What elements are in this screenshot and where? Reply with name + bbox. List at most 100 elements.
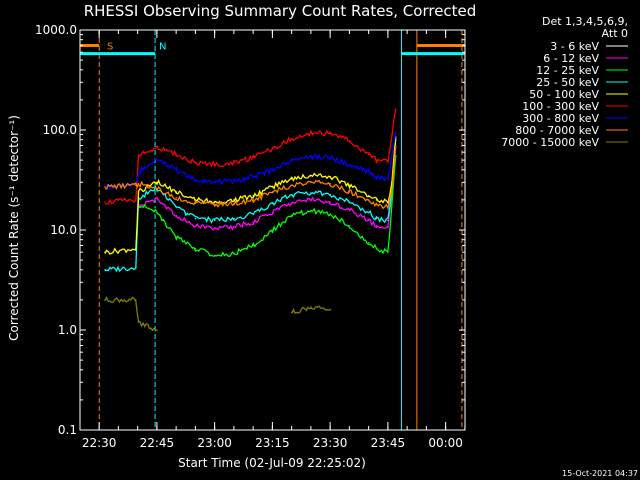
data-point: [213, 227, 216, 229]
data-point: [175, 227, 178, 229]
y-tick-label: 1.0: [58, 323, 77, 337]
data-point: [213, 255, 216, 257]
data-point: [367, 211, 370, 214]
data-point: [271, 202, 274, 205]
legend-label-25-50-kev: 25 - 50 keV: [536, 76, 599, 89]
data-point: [367, 153, 370, 156]
data-point: [156, 159, 158, 161]
data-point: [290, 311, 293, 314]
data-point: [233, 202, 235, 205]
series-800-7000-kev: [104, 144, 397, 211]
data-point: [375, 159, 378, 161]
data-point: [252, 233, 255, 236]
data-point: [135, 266, 137, 269]
data-point: [290, 178, 293, 180]
data-point: [233, 180, 235, 182]
series-line: [104, 132, 397, 190]
legend-label-3-6-kev: 3 - 6 keV: [550, 40, 599, 53]
data-point: [387, 178, 389, 181]
data-point: [290, 202, 293, 205]
data-point: [137, 182, 140, 185]
data-point: [310, 210, 312, 212]
legend-label-100-300-kev: 100 - 300 keV: [522, 100, 599, 113]
data-point: [348, 225, 351, 227]
data-point: [156, 145, 158, 148]
x-tick-label: 23:15: [255, 436, 290, 450]
data-point: [367, 241, 370, 244]
data-point: [367, 219, 370, 222]
data-point: [387, 206, 389, 208]
data-point: [252, 213, 255, 215]
data-point: [375, 247, 378, 250]
x-tick-label: 23:30: [313, 436, 348, 450]
data-point: [394, 108, 397, 111]
series-line: [104, 109, 397, 205]
series-line: [137, 145, 397, 231]
data-point: [391, 155, 393, 157]
data-point: [329, 156, 332, 159]
data-point: [310, 199, 312, 201]
data-point: [391, 133, 393, 136]
data-point: [233, 225, 235, 228]
y-tick-label: 100.0: [43, 123, 77, 137]
legend-label-50-100-kev: 50 - 100 keV: [529, 88, 599, 101]
data-point: [271, 229, 274, 231]
y-tick-label: 10.0: [50, 223, 77, 237]
series-line: [104, 145, 397, 211]
data-point: [175, 214, 178, 217]
data-point: [375, 176, 378, 178]
data-point: [391, 189, 393, 192]
data-point: [329, 193, 332, 196]
series-line: [104, 137, 397, 255]
data-point: [194, 238, 197, 241]
data-point: [310, 174, 312, 177]
data-point: [252, 199, 255, 201]
flag-label-s: S: [107, 41, 113, 52]
legend-header-line: Det 1,3,4,5,6,9,: [542, 15, 628, 28]
series-12-25-kev: [137, 155, 397, 258]
x-tick-label: 22:45: [140, 436, 175, 450]
data-point: [290, 137, 293, 140]
data-point: [329, 176, 332, 178]
data-point: [135, 184, 137, 187]
data-point: [375, 199, 378, 201]
data-point: [194, 161, 197, 164]
data-point: [375, 225, 378, 227]
data-point: [271, 223, 274, 225]
data-point: [387, 161, 389, 163]
data-point: [213, 163, 216, 166]
data-point: [156, 196, 158, 199]
data-point: [271, 211, 274, 214]
data-point: [348, 191, 351, 193]
data-point: [310, 306, 312, 308]
data-point: [137, 321, 140, 323]
legend-label-6-12-kev: 6 - 12 keV: [543, 52, 599, 65]
data-point: [135, 247, 137, 250]
x-axis-label: Start Time (02-Jul-09 22:25:02): [178, 456, 366, 470]
y-axis: 0.1 1.0 10.0 100.0 1000.0: [35, 23, 465, 437]
data-point: [252, 244, 255, 247]
data-point: [387, 227, 389, 229]
data-point: [175, 153, 178, 156]
data-point: [271, 186, 274, 188]
data-point: [348, 208, 351, 211]
data-point: [290, 193, 293, 196]
data-point: [104, 251, 106, 253]
data-point: [137, 171, 140, 173]
data-point: [367, 199, 370, 201]
data-point: [156, 187, 158, 190]
data-point: [104, 299, 106, 301]
data-point: [329, 213, 332, 215]
data-point: [348, 184, 351, 187]
data-point: [329, 201, 332, 203]
data-point: [394, 131, 397, 134]
data-point: [348, 139, 351, 142]
series-line: [104, 295, 158, 332]
flag-label-n: N: [159, 41, 166, 52]
data-point: [213, 203, 216, 206]
data-point: [348, 163, 351, 166]
data-point: [213, 181, 216, 184]
series-line: [138, 155, 397, 258]
